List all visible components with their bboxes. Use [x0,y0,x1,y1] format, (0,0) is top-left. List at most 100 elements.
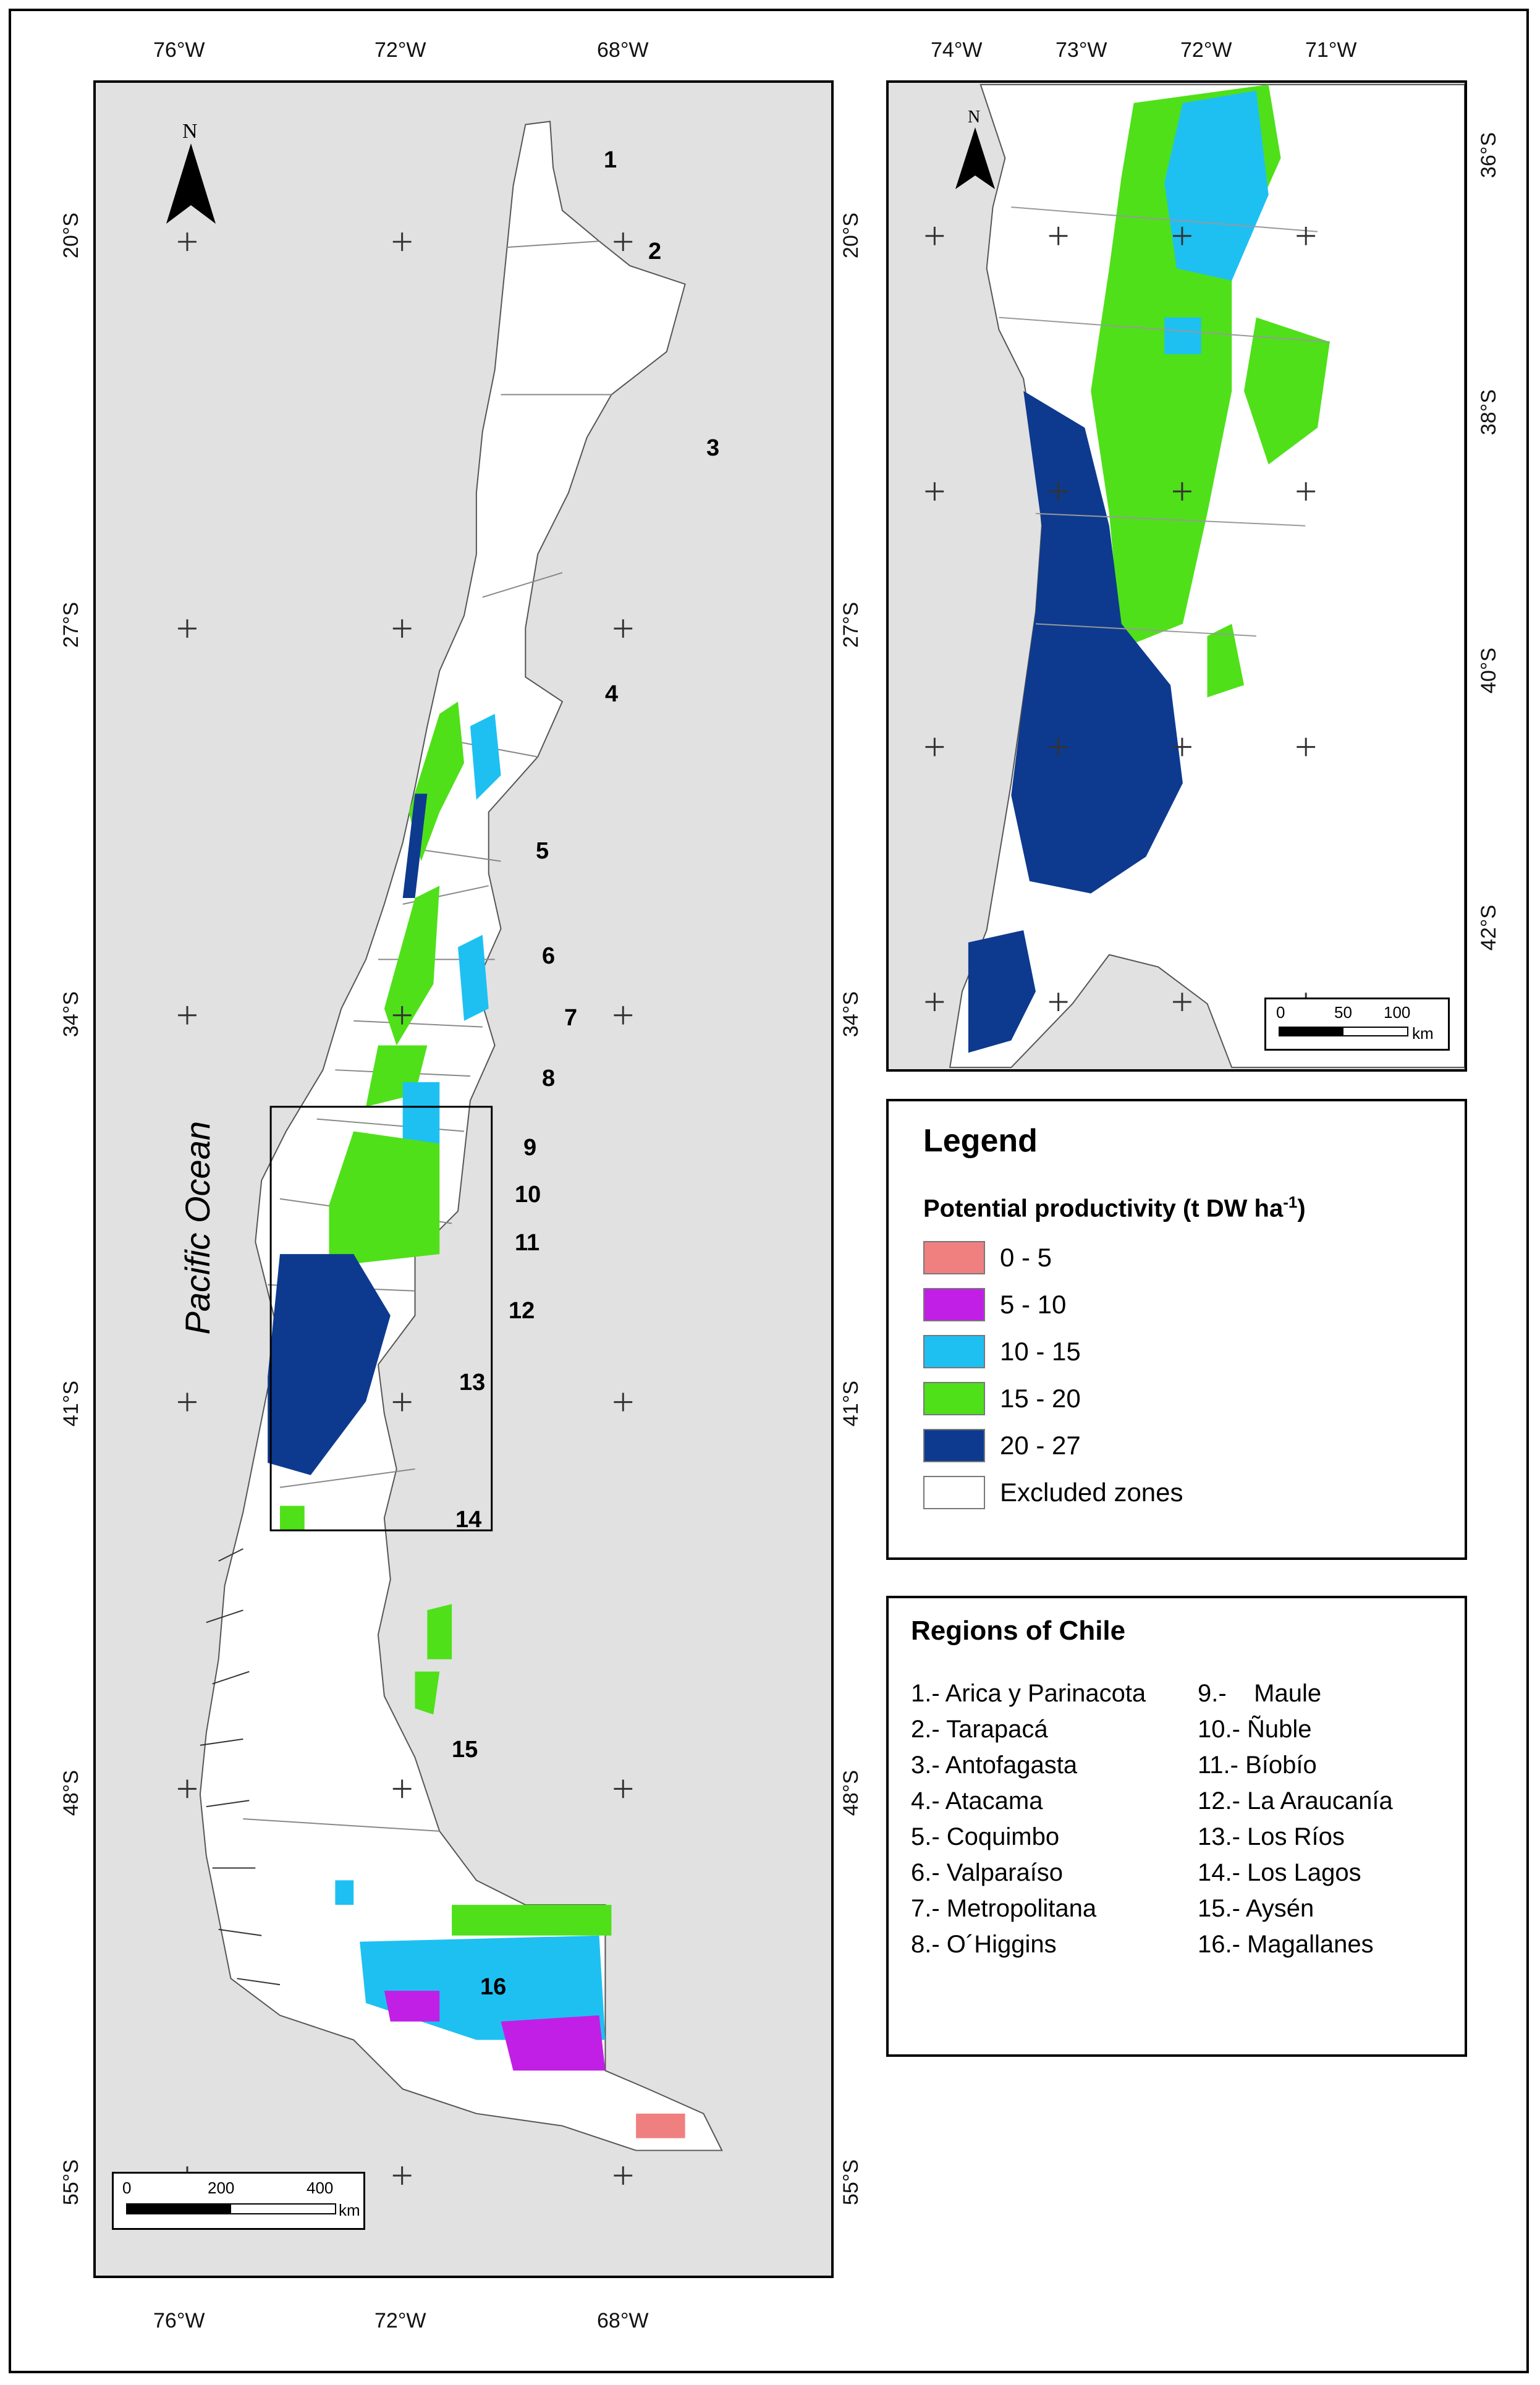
region-number: 9 [523,1135,537,1161]
legend-label: 0 - 5 [1000,1243,1052,1272]
inset-north-label: N [968,108,981,127]
region-item: 8.- O´Higgins [911,1931,1057,1958]
region-number: 4 [605,681,619,707]
legend-item: 0 - 5 [923,1240,1052,1276]
legend-item: 10 - 15 [923,1334,1081,1370]
legend-swatch [923,1429,985,1462]
legend-swatch [923,1241,985,1274]
lat-label: 27°S [839,602,863,648]
lat-label: 55°S [59,2159,83,2206]
lon-label: 76°W [153,38,205,62]
region-number: 2 [648,239,662,265]
legend-subtitle: Potential productivity (t DW ha-1) [923,1193,1306,1222]
lat-label: 20°S [59,213,83,259]
legend-label: 20 - 27 [1000,1431,1081,1460]
scalebar-label: 400 [307,2179,334,2197]
inset-extent-box [269,1106,493,1531]
lat-label: 34°S [59,991,83,1038]
region-number: 11 [515,1230,540,1256]
lon-label: 72°W [374,38,426,62]
regions-box: Regions of Chile 1.- Arica y Parinacota 2… [886,1596,1467,2057]
legend-swatch [923,1335,985,1368]
region-number: 12 [509,1298,535,1324]
lon-label: 76°W [153,2309,205,2332]
legend-label: 5 - 10 [1000,1290,1067,1319]
region-number: 10 [515,1182,541,1208]
region-number: 5 [536,838,549,864]
scalebar-bar [1279,1027,1408,1036]
region-number: 7 [564,1005,578,1031]
figure-frame: N Pacific Ocean 1 2 3 4 5 6 7 8 9 10 11 … [9,9,1529,2373]
scalebar-unit: km [339,2201,360,2219]
scalebar-bar [126,2203,336,2214]
lon-label: 68°W [597,38,649,62]
lon-label: 72°W [374,2309,426,2332]
region-number: 13 [459,1370,486,1396]
legend-item: 20 - 27 [923,1428,1081,1464]
main-map-canvas [178,121,723,2185]
inset-lon-label: 73°W [1056,38,1107,62]
legend-swatch [923,1382,985,1415]
scalebar-label: 100 [1384,1003,1411,1022]
region-number: 3 [706,435,720,461]
inset-lon-label: 71°W [1305,38,1357,62]
region-number: 15 [452,1737,478,1763]
inset-map-canvas [925,83,1465,1069]
legend-label: Excluded zones [1000,1478,1183,1507]
region-number: 1 [604,147,617,173]
legend-box: Legend Potential productivity (t DW ha-1… [886,1099,1467,1560]
region-item: 5.- Coquimbo [911,1823,1060,1850]
north-arrow: N [160,120,222,231]
region-number: 8 [542,1065,556,1091]
inset-lat-label: 40°S [1477,648,1500,694]
main-map: N Pacific Ocean 1 2 3 4 5 6 7 8 9 10 11 … [93,80,834,2278]
scalebar-label: 50 [1334,1003,1352,1022]
ocean-label: Pacific Ocean [178,1121,217,1335]
lat-label: 20°S [839,213,863,259]
region-number: 14 [455,1507,482,1533]
regions-title: Regions of Chile [911,1616,1126,1646]
region-item: 6.- Valparaíso [911,1859,1064,1886]
region-item: 15.- Aysén [1198,1895,1314,1922]
main-scalebar: 0 200 400 km [112,2172,365,2230]
legend-swatch [923,1288,985,1321]
lon-label: 68°W [597,2309,649,2332]
legend-item: 5 - 10 [923,1287,1066,1323]
inset-lat-label: 42°S [1477,905,1500,951]
lat-label: 48°S [59,1770,83,1816]
inset-north-arrow: N [950,108,1000,194]
region-item: 1.- Arica y Parinacota [911,1680,1146,1707]
legend-swatch [923,1476,985,1509]
north-label: N [182,120,198,143]
lat-label: 55°S [839,2159,863,2206]
productivity-patches [268,701,685,2138]
region-item: 11.- Bíobío [1198,1752,1317,1779]
region-item: 16.- Magallanes [1198,1931,1374,1958]
scalebar-unit: km [1412,1024,1434,1043]
chile-landmass [199,121,723,2151]
lat-label: 34°S [839,991,863,1038]
region-item: 13.- Los Ríos [1198,1823,1345,1850]
lat-label: 41°S [839,1381,863,1427]
inset-lat-label: 36°S [1477,132,1500,179]
scalebar-label: 0 [1276,1003,1285,1022]
region-number: 16 [480,1974,507,2000]
region-item: 12.- La Araucanía [1198,1787,1393,1815]
graticule-crosses [178,232,633,2185]
inset-lon-label: 72°W [1180,38,1232,62]
legend-item: Excluded zones [923,1475,1183,1510]
north-arrow-icon [166,143,216,224]
legend-title: Legend [923,1123,1038,1159]
legend-item: 15 - 20 [923,1381,1081,1417]
inset-region-borders [999,206,1330,637]
inset-scalebar: 0 50 100 km [1264,998,1450,1051]
north-arrow-icon [955,127,995,189]
scalebar-label: 200 [208,2179,235,2197]
legend-label: 15 - 20 [1000,1384,1081,1413]
region-item: 10.- Ñuble [1198,1716,1312,1743]
region-item: 4.- Atacama [911,1787,1043,1815]
region-item: 2.- Tarapacá [911,1716,1048,1743]
region-item: 7.- Metropolitana [911,1895,1097,1922]
scalebar-label: 0 [122,2179,132,2197]
region-item: 9.- Maule [1198,1680,1322,1707]
